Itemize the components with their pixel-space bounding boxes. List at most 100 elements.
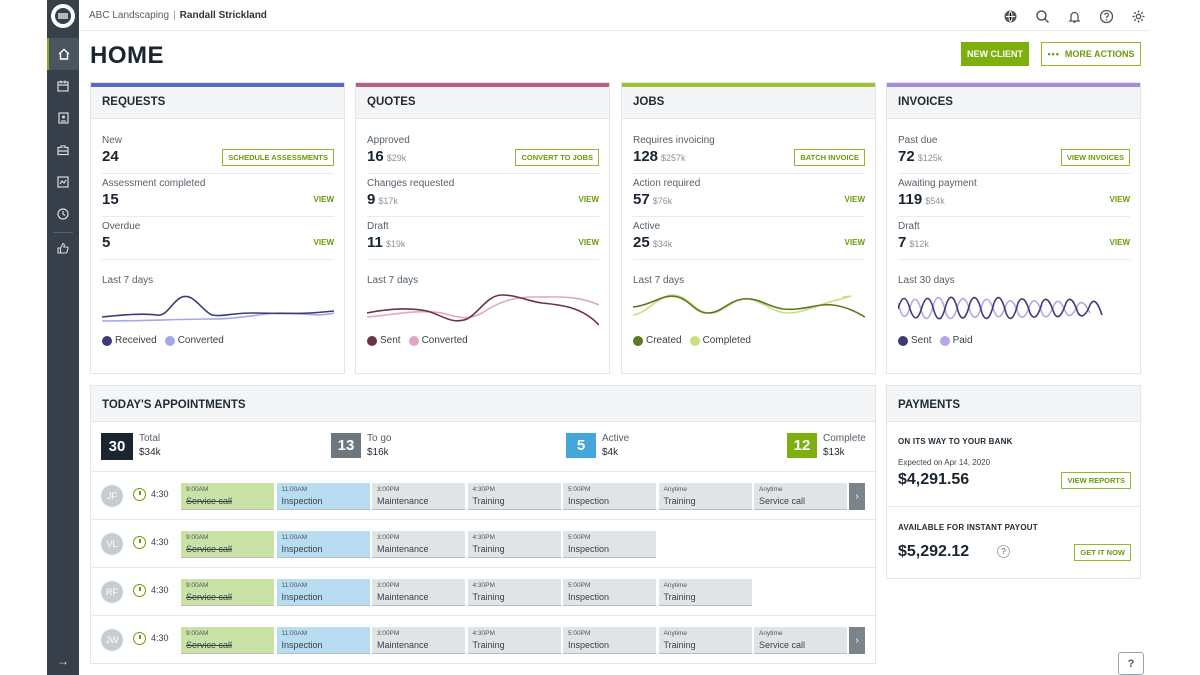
appointment-slot[interactable]: 11:00AM Inspection [276,627,370,654]
expand-sidebar-icon[interactable]: → [57,654,69,668]
appointment-slot[interactable]: Anytime Training [658,483,752,510]
quotes-accent-bar [356,83,609,87]
next-appointments-arrow-icon[interactable]: › [849,483,865,510]
slot-time: 11:00AM [281,630,308,637]
invoices-sparkline [898,296,1103,320]
slot-time: Anytime [759,486,783,493]
nav-clock-icon[interactable] [47,198,79,230]
quotes-metric-row: Changes requested 9 $17k VIEW [367,178,599,208]
appointment-slot[interactable]: 11:00AM Inspection [276,531,370,558]
quotes-view-button[interactable]: VIEW [578,238,599,247]
requests-card: REQUESTS New 24 SCHEDULE ASSESSMENTS Assessm… [90,82,345,374]
appointment-slot[interactable]: Anytime Training [658,579,752,606]
appointment-slot[interactable]: 9:00AM Service call [181,579,274,606]
quotes-series-sent-line [367,294,599,326]
app-logo-icon[interactable] [51,4,75,28]
slot-time: 3:00PM [377,486,400,493]
requests-metric-count: 15 [102,191,119,208]
appointment-slot[interactable]: 9:00AM Service call [181,627,274,654]
user-name[interactable]: Randall Strickland [179,10,267,21]
payout-help-icon[interactable]: ? [997,545,1010,558]
requests-view-button[interactable]: VIEW [313,238,334,247]
jobs-view-button[interactable]: VIEW [844,195,865,204]
appointment-slot[interactable]: 9:00AM Service call [181,531,274,558]
requests-divider [102,173,334,174]
new-client-button[interactable]: NEW CLIENT [961,42,1029,66]
appointment-slot[interactable]: 4:30PM Training [467,531,561,558]
appointment-slot[interactable]: 11:00AM Inspection [276,579,370,606]
next-appointments-arrow-icon[interactable]: › [849,627,865,654]
nav-divider [53,232,73,233]
appointment-slot[interactable]: 5:00PM Inspection [563,579,656,606]
jobs-view-button[interactable]: VIEW [844,238,865,247]
nav-home-icon[interactable] [47,38,79,70]
breadcrumb-separator: | [173,10,176,21]
slot-name: Inspection [281,640,323,650]
quotes-metric-count: 11 [367,234,383,251]
quotes-metric-label: Draft [367,221,389,232]
requests-schedule-assessments-button[interactable]: SCHEDULE ASSESSMENTS [222,149,334,166]
slot-name: Training [663,592,696,602]
slot-name: Training [663,496,696,506]
settings-gear-icon[interactable] [1129,7,1147,25]
jobs-divider [633,259,865,260]
quotes-convert-to-jobs-button[interactable]: CONVERT TO JOBS [515,149,599,166]
appointment-slot[interactable]: 5:00PM Inspection [563,627,656,654]
appointment-slot[interactable]: 11:00AM Inspection [276,483,370,510]
nav-briefcase-icon[interactable] [47,134,79,166]
slot-name: Inspection [568,544,610,554]
slot-time: 3:00PM [377,630,400,637]
nav-thumbs-up-icon[interactable] [47,232,79,264]
invoices-view-button[interactable]: VIEW [1109,238,1130,247]
nav-calendar-icon[interactable] [47,70,79,102]
appointment-slot[interactable]: 5:00PM Inspection [563,531,656,558]
appointment-slot[interactable]: 4:30PM Training [467,579,561,606]
appointment-slot[interactable]: 3:00PM Maintenance [372,579,465,606]
invoices-metric-row: Draft 7 $12k VIEW [898,221,1130,251]
more-actions-label: MORE ACTIONS [1064,49,1135,59]
jobs-batch-invoice-button[interactable]: BATCH INVOICE [794,149,865,166]
appointment-slot[interactable]: Anytime Training [658,627,752,654]
appointment-slot[interactable]: 3:00PM Maintenance [372,531,465,558]
jobs-legend-label: Created [646,335,682,346]
appointment-slot[interactable]: Anytime Service call [754,483,847,510]
jobs-divider [633,173,865,174]
invoices-divider [898,173,1130,174]
invoices-view-button[interactable]: VIEW [1109,195,1130,204]
slot-time: 11:00AM [281,534,308,541]
invoices-view-invoices-button[interactable]: VIEW INVOICES [1060,149,1130,166]
invoices-series-sent-line [898,296,1103,320]
slot-time: Anytime [663,486,687,493]
avatar[interactable]: VL [101,533,123,555]
appointment-slot[interactable]: 3:00PM Maintenance [372,627,465,654]
requests-view-button[interactable]: VIEW [313,195,334,204]
appointment-slot[interactable]: 4:30PM Training [467,483,561,510]
appointment-slot[interactable]: 9:00AM Service call [181,483,274,510]
slot-name: Inspection [568,592,610,602]
help-circle-icon[interactable] [1097,7,1115,25]
company-name[interactable]: ABC Landscaping [89,10,170,21]
get-it-now-button[interactable]: GET IT NOW [1074,544,1131,561]
appointment-slot[interactable]: Anytime Service call [754,627,847,654]
search-icon[interactable] [1033,7,1051,25]
nav-reports-icon[interactable] [47,166,79,198]
avatar[interactable]: RF [101,581,123,603]
requests-metric-count: 5 [102,234,111,251]
nav-contacts-icon[interactable] [47,102,79,134]
requests-legend-item: Converted [164,335,224,346]
globe-icon[interactable] [1001,7,1019,25]
jobs-sparkline [633,294,865,318]
view-reports-button[interactable]: VIEW REPORTS [1061,472,1131,489]
avatar[interactable]: JW [101,629,123,651]
quotes-legend-item: Sent [367,335,401,346]
avatar[interactable]: JF [101,485,123,507]
appointment-slot[interactable]: 3:00PM Maintenance [372,483,465,510]
appointment-slot[interactable]: 5:00PM Inspection [563,483,656,510]
quotes-view-button[interactable]: VIEW [578,195,599,204]
appointment-slot[interactable]: 4:30PM Training [467,627,561,654]
more-actions-button[interactable]: ••• MORE ACTIONS [1041,42,1141,66]
stat-label: Total [139,433,161,444]
requests-metric-label: New [102,135,123,146]
bell-icon[interactable] [1065,7,1083,25]
help-button[interactable]: ? [1118,652,1144,675]
